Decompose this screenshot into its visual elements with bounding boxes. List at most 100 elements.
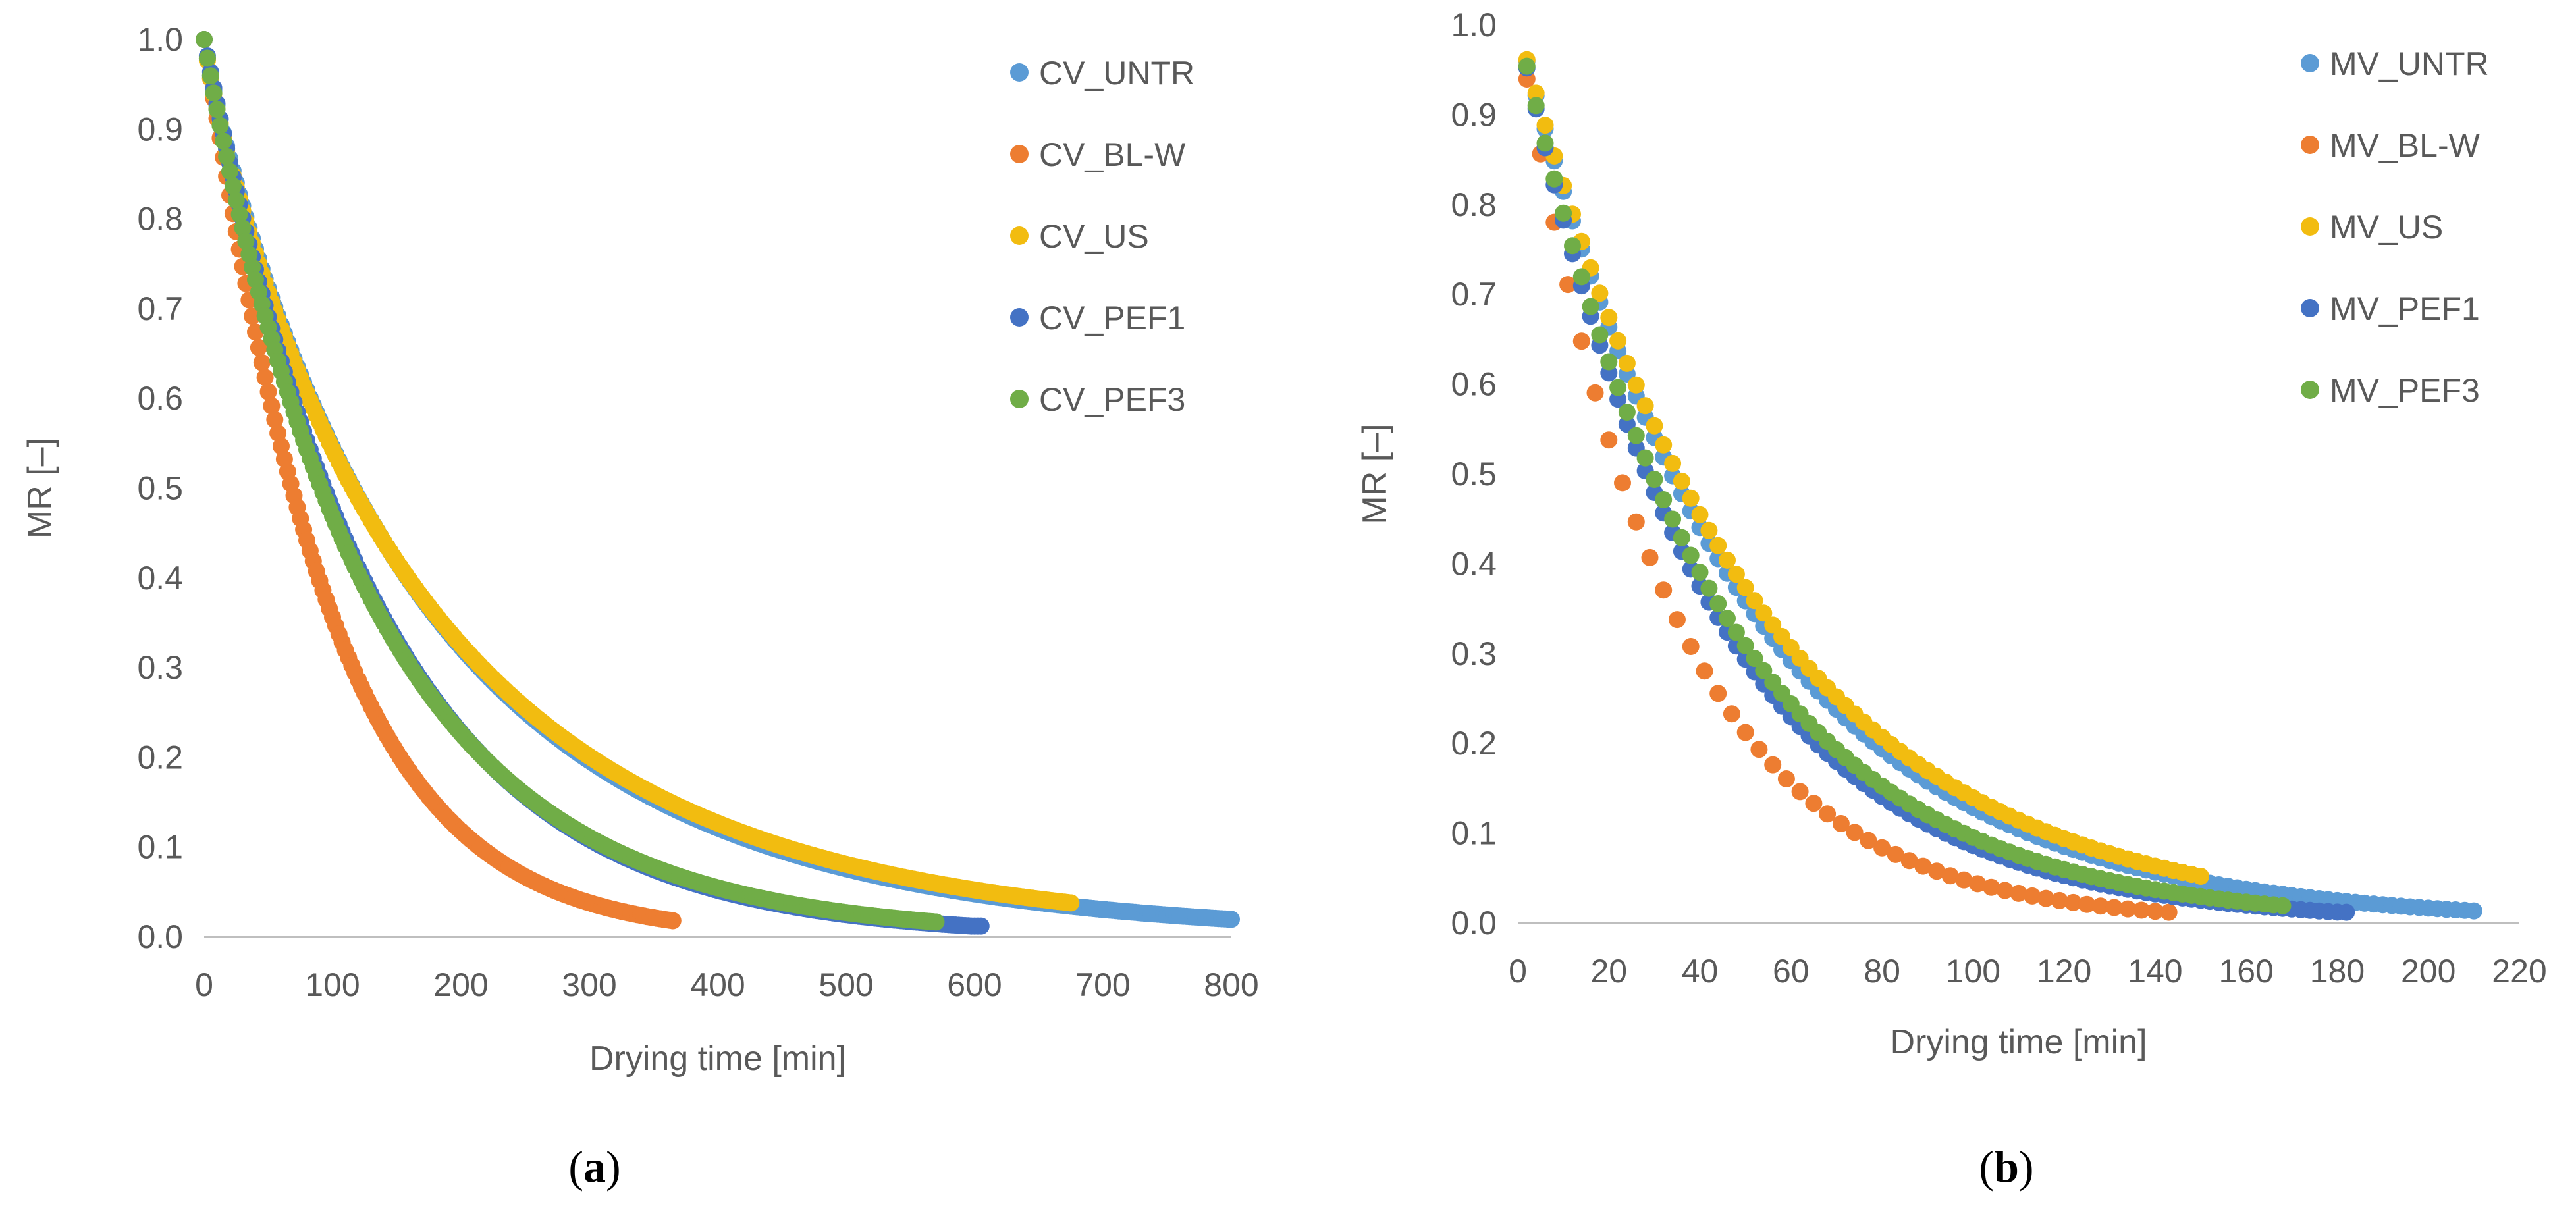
data-point [1664,454,1682,472]
data-point [1664,510,1682,528]
data-point [1700,521,1718,539]
data-point [1669,611,1686,629]
data-point [2133,901,2151,919]
data-point [2037,889,2054,907]
data-point [1983,878,2000,896]
data-point [1559,276,1577,294]
legend-label: MV_BL-W [2330,127,2481,164]
data-point [2146,903,2164,920]
data-point [1727,566,1745,583]
data-point [1727,623,1745,641]
x-tick-label: 40 [1682,953,1719,990]
data-point [196,31,213,48]
y-tick-label: 0.6 [137,380,183,417]
data-point [234,219,252,237]
y-tick-label: 0.6 [1451,366,1497,403]
caption-close-paren: ) [606,1142,621,1192]
legend-label: MV_PEF3 [2330,372,2480,409]
x-tick-label: 600 [947,966,1002,1003]
panel-caption: (b) [1979,1142,2033,1192]
y-axis-title: MR [–] [1356,423,1394,524]
data-point [1873,839,1891,857]
data-point [2465,902,2482,920]
data-point [1582,298,1599,315]
data-point [2160,903,2178,921]
x-axis-title: Drying time [min] [1890,1023,2147,1061]
y-tick-label: 0.7 [137,290,183,327]
y-tick-label: 0.2 [1451,725,1497,762]
data-point [1062,894,1080,912]
x-axis-title: Drying time [min] [589,1040,846,1078]
data-point [2105,899,2123,916]
data-point [1709,685,1727,702]
legend-marker [2301,299,2319,317]
y-tick-label: 0.3 [137,649,183,686]
y-tick-label: 0.7 [1451,276,1497,313]
x-tick-label: 100 [305,966,360,1003]
x-tick-label: 120 [2037,953,2091,990]
legend-marker [2301,381,2319,399]
data-point [1746,592,1763,610]
data-point [211,117,229,134]
data-point [2024,887,2041,905]
chart-panel-a: 0.0 0.1 0.2 0.3 0.4 0.5 0.6 0.7 0.8 0.9 1.0 0 100 200… [21,21,1259,1192]
data-point [1655,491,1673,508]
data-point [263,397,281,415]
legend-item: CV_PEF1 [1010,300,1185,336]
data-point [205,84,223,102]
data-point [1618,354,1636,372]
x-tick-label: 100 [1946,953,2000,990]
data-point [2338,903,2355,921]
data-point [201,67,219,85]
data-point [1819,805,1837,823]
x-tick-label: 220 [2492,953,2546,990]
data-point [1696,662,1713,680]
data-point [269,424,287,442]
legend-item: MV_PEF3 [2301,372,2480,409]
x-tick-label: 160 [2218,953,2273,990]
data-point [208,101,226,119]
data-point [1691,506,1709,523]
panel-caption: (a) [568,1142,620,1192]
legend-item: CV_PEF3 [1010,381,1185,418]
data-point [1832,815,1850,832]
legend-marker [1010,63,1029,82]
data-point [266,411,284,429]
x-tick-label: 700 [1075,966,1130,1003]
x-tick-label: 140 [2128,953,2182,990]
data-point [1750,741,1768,758]
legend-marker [1010,390,1029,408]
data-point [1719,551,1736,569]
x-tick-label: 200 [2401,953,2455,990]
data-point [1673,529,1690,546]
data-point [2091,897,2109,915]
legend-label: CV_PEF3 [1039,381,1185,418]
data-point [1536,117,1554,134]
data-point [1996,882,2014,899]
data-point [1518,57,1536,75]
data-point [927,913,945,931]
data-point [1805,795,1823,812]
series-pef3 [196,31,945,931]
legend-marker [1010,308,1029,327]
data-point [215,132,232,150]
data-point [2119,900,2137,918]
caption-letter: a [583,1142,606,1192]
data-point [664,912,682,930]
data-point [1736,637,1754,654]
legend-marker [1010,145,1029,163]
x-tick-label: 180 [2310,953,2365,990]
y-tick-label: 0.0 [137,918,183,955]
data-point [2051,891,2068,909]
y-tick-label: 0.3 [1451,635,1497,672]
series-untr [1518,52,2482,920]
data-point [1764,756,1782,774]
legend-marker [2301,54,2319,72]
data-point [1860,832,1877,849]
legend-item: MV_BL-W [2301,127,2481,164]
legend-label: CV_BL-W [1039,136,1186,173]
data-point [1755,604,1773,622]
data-point [1655,581,1673,599]
data-point [1928,862,1946,880]
